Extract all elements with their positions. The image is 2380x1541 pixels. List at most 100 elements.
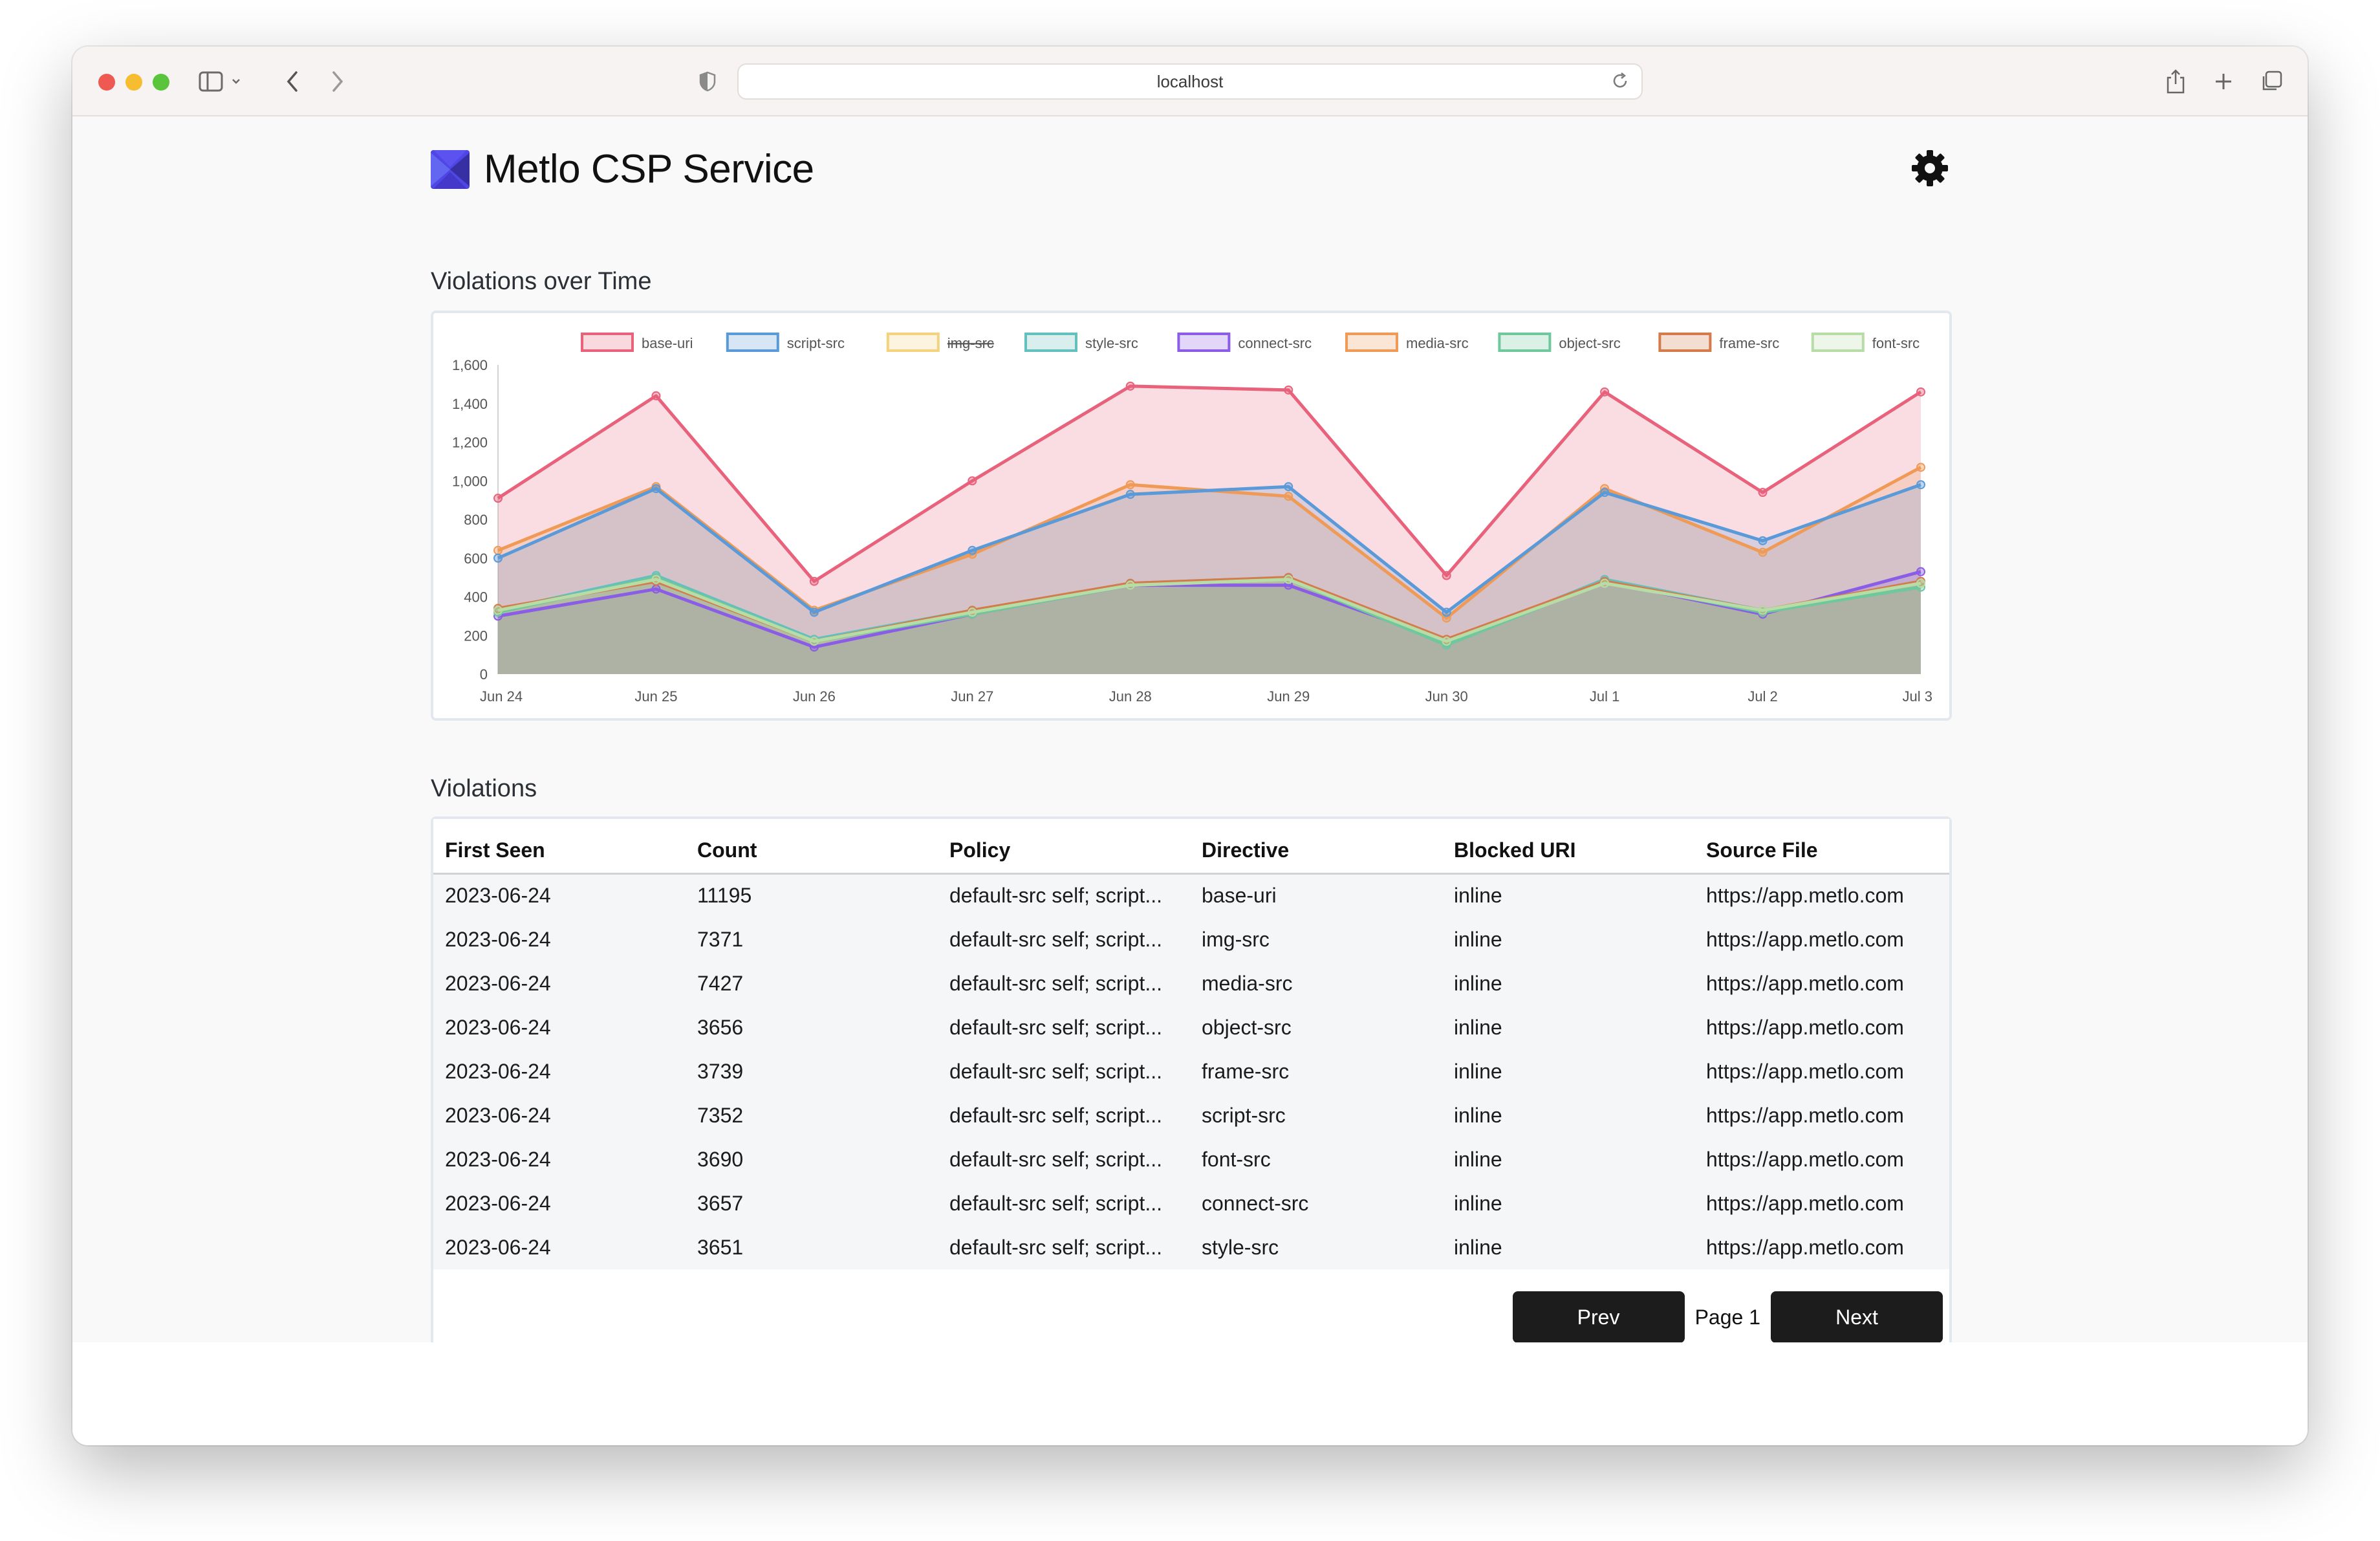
series-area (498, 577, 1921, 674)
settings-gear-icon[interactable] (1909, 148, 1951, 189)
series-area (498, 386, 1921, 674)
cell-count: 3690 (686, 1137, 938, 1181)
table-row[interactable]: 2023-06-24 3651 default-src self; script… (433, 1225, 1949, 1269)
zoom-window-button[interactable] (153, 74, 169, 91)
cell-directive: img-src (1190, 917, 1442, 961)
minimize-window-button[interactable] (125, 74, 142, 91)
chart-section-title: Violations over Time (431, 268, 652, 295)
close-window-button[interactable] (98, 74, 115, 91)
cell-policy: default-src self; script... (938, 873, 1190, 917)
y-tick-label: 1,400 (452, 396, 488, 412)
column-header-count[interactable]: Count (686, 819, 938, 875)
column-header-source-file[interactable]: Source File (1694, 819, 1949, 875)
data-point (1600, 387, 1610, 397)
cell-policy: default-src self; script... (938, 1181, 1190, 1225)
cell-source-file: https://app.metlo.com (1694, 1005, 1949, 1049)
column-header-first-seen[interactable]: First Seen (433, 819, 686, 875)
cell-source-file: https://app.metlo.com (1694, 1137, 1949, 1181)
cell-directive: style-src (1190, 1225, 1442, 1269)
cell-directive: script-src (1190, 1093, 1442, 1137)
table-row[interactable]: 2023-06-24 3657 default-src self; script… (433, 1181, 1949, 1225)
legend-label: frame-src (1719, 335, 1779, 351)
cell-blocked-uri: inline (1442, 1005, 1694, 1049)
data-point (1442, 607, 1451, 617)
cell-policy: default-src self; script... (938, 1049, 1190, 1093)
cell-source-file: https://app.metlo.com (1694, 1181, 1949, 1225)
legend-label: base-uri (642, 335, 693, 351)
cell-directive: frame-src (1190, 1049, 1442, 1093)
data-point (1758, 547, 1768, 557)
tab-overview-icon[interactable] (2258, 66, 2284, 97)
x-tick-label: Jul 2 (1747, 688, 1777, 705)
x-tick-label: Jul 1 (1590, 688, 1619, 705)
data-point (1600, 578, 1610, 588)
new-tab-icon[interactable] (2211, 66, 2236, 97)
address-bar[interactable]: localhost (737, 63, 1643, 100)
data-point (968, 476, 977, 486)
pagination: Prev Page 1 Next (1512, 1291, 1943, 1343)
cell-blocked-uri: inline (1442, 1181, 1694, 1225)
cell-policy: default-src self; script... (938, 917, 1190, 961)
legend-swatch (1024, 333, 1077, 352)
reload-icon[interactable] (1610, 71, 1630, 95)
legend-swatch (886, 333, 940, 352)
legend-label: connect-src (1238, 335, 1312, 351)
legend-label: font-src (1872, 335, 1920, 351)
cell-first-seen: 2023-06-24 (433, 917, 686, 961)
browser-toolbar: localhost (72, 47, 2308, 116)
table-row[interactable]: 2023-06-24 3690 default-src self; script… (433, 1137, 1949, 1181)
sidebar-toggle-icon[interactable] (198, 66, 246, 97)
forward-icon[interactable] (325, 66, 351, 97)
privacy-shield-icon[interactable] (695, 66, 720, 97)
app-title: Metlo CSP Service (484, 147, 814, 191)
legend-label: style-src (1085, 335, 1138, 351)
data-point (651, 584, 661, 594)
y-tick-label: 0 (480, 666, 488, 683)
table-row[interactable]: 2023-06-24 11195 default-src self; scrip… (433, 873, 1949, 917)
data-point (809, 607, 819, 617)
data-point (968, 607, 977, 617)
cell-count: 3657 (686, 1181, 938, 1225)
column-header-policy[interactable]: Policy (938, 819, 1190, 875)
table-row[interactable]: 2023-06-24 7371 default-src self; script… (433, 917, 1949, 961)
legend-swatch (1658, 333, 1712, 352)
cell-first-seen: 2023-06-24 (433, 873, 686, 917)
data-point (1758, 606, 1768, 615)
cell-blocked-uri: inline (1442, 873, 1694, 917)
cell-count: 3656 (686, 1005, 938, 1049)
table-row[interactable]: 2023-06-24 3739 default-src self; script… (433, 1049, 1949, 1093)
cell-source-file: https://app.metlo.com (1694, 917, 1949, 961)
page-content: Metlo CSP Service Violations over Time (72, 116, 2308, 1360)
page-bottom-area (72, 1342, 2308, 1445)
x-tick-label: Jun 27 (951, 688, 993, 705)
data-point (1758, 488, 1768, 497)
data-point (1284, 482, 1293, 492)
series-area (498, 575, 1921, 674)
table-row[interactable]: 2023-06-24 7352 default-src self; script… (433, 1093, 1949, 1137)
cell-first-seen: 2023-06-24 (433, 1137, 686, 1181)
x-tick-label: Jun 25 (634, 688, 677, 705)
table-row[interactable]: 2023-06-24 3656 default-src self; script… (433, 1005, 1949, 1049)
legend-swatch (1177, 333, 1231, 352)
column-header-directive[interactable]: Directive (1190, 819, 1442, 875)
x-tick-label: Jul 3 (1903, 688, 1932, 705)
cell-first-seen: 2023-06-24 (433, 961, 686, 1005)
cell-source-file: https://app.metlo.com (1694, 1093, 1949, 1137)
prev-page-button[interactable]: Prev (1512, 1291, 1685, 1343)
next-page-button[interactable]: Next (1771, 1291, 1943, 1343)
data-point (1125, 381, 1135, 391)
column-header-blocked-uri[interactable]: Blocked URI (1442, 819, 1694, 875)
cell-blocked-uri: inline (1442, 917, 1694, 961)
table-row[interactable]: 2023-06-24 7427 default-src self; script… (433, 961, 1949, 1005)
data-point (1125, 490, 1135, 499)
back-icon[interactable] (279, 66, 305, 97)
violations-table-card: First Seen Count Policy Directive Blocke… (431, 816, 1952, 1360)
data-point (493, 545, 503, 555)
data-point (1442, 571, 1451, 580)
data-point (493, 606, 503, 615)
violations-chart: 0 200 400 600 800 1,000 1,200 1,400 1,600 Jun 24 J… (452, 333, 1932, 705)
data-point (651, 484, 661, 494)
share-icon[interactable] (2163, 66, 2189, 97)
series-area (498, 467, 1921, 674)
cell-count: 7371 (686, 917, 938, 961)
